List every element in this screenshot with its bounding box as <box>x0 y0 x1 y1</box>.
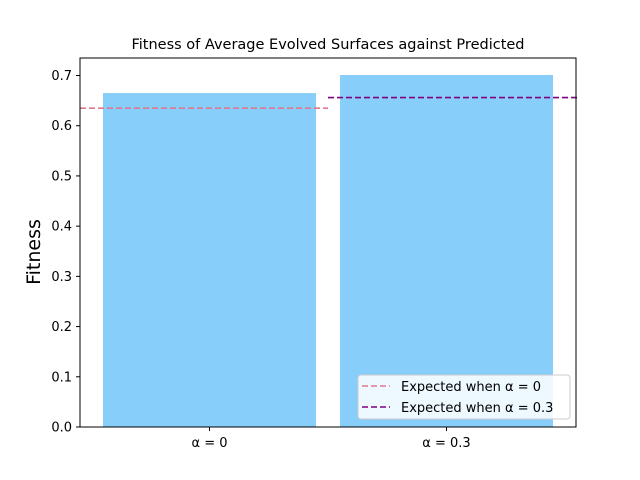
legend-label-1: Expected when α = 0.3 <box>401 401 553 416</box>
legend-label-0: Expected when α = 0 <box>401 380 541 395</box>
y-tick-label: 0.7 <box>51 69 72 84</box>
bar-0 <box>103 93 316 427</box>
y-tick-label: 0.3 <box>51 270 72 285</box>
y-tick-label: 0.6 <box>51 119 72 134</box>
y-tick-label: 0.0 <box>51 421 72 436</box>
bars-layer <box>103 74 553 427</box>
y-axis-label: Fitness <box>23 219 45 285</box>
y-tick-label: 0.4 <box>51 220 72 235</box>
plot-frame <box>79 57 577 428</box>
y-ticks: 0.0 0.1 0.2 0.3 0.4 0.5 0.6 0.7 <box>51 69 80 436</box>
x-tick-label: α = 0.3 <box>422 436 470 451</box>
x-tick-label: α = 0 <box>192 436 228 451</box>
y-tick-label: 0.2 <box>51 320 72 335</box>
y-tick-label: 0.5 <box>51 169 72 184</box>
x-ticks: α = 0 α = 0.3 <box>192 427 471 451</box>
chart-title: Fitness of Average Evolved Surfaces agai… <box>131 37 524 53</box>
legend-box <box>357 374 571 420</box>
legend: Expected when α = 0 Expected when α = 0.3 <box>357 374 571 420</box>
reference-lines-layer <box>80 96 578 109</box>
bar-1 <box>340 74 553 427</box>
y-tick-label: 0.1 <box>51 370 72 385</box>
